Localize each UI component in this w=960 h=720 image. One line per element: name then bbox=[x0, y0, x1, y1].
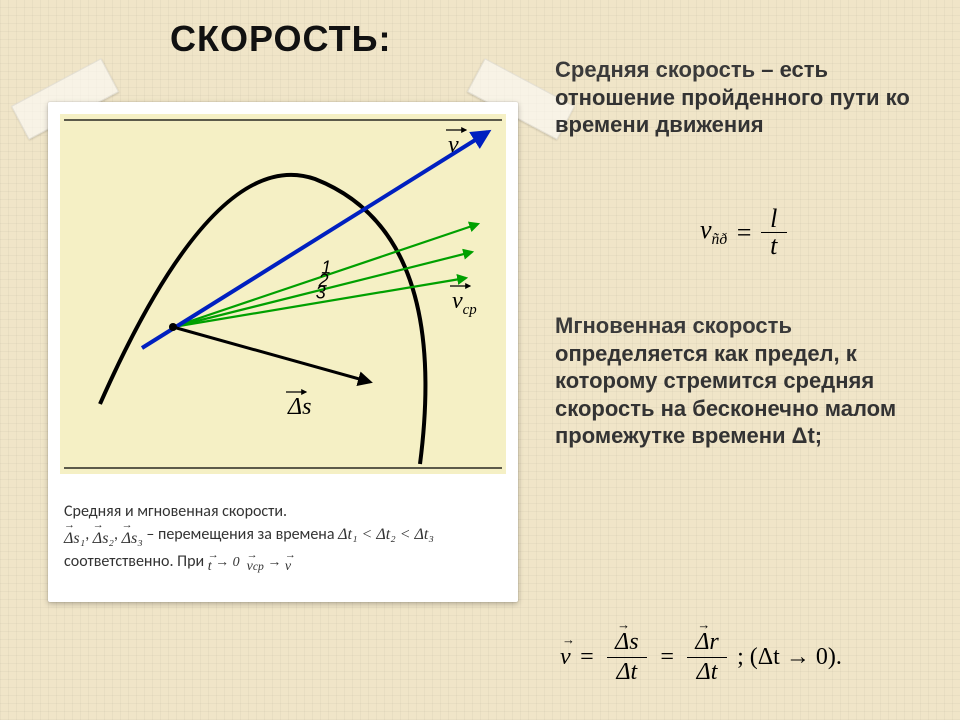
inst-velocity-term: Мгновенная скорость bbox=[555, 313, 792, 338]
svg-text:3: 3 bbox=[316, 282, 326, 302]
inst-velocity-formula: →v=→ΔsΔt=→ΔrΔt; (Δt → 0). bbox=[560, 630, 940, 685]
velocity-diagram: 123vvcpΔs bbox=[60, 114, 506, 474]
figure-panel: 123vvcpΔs Средняя и мгновенная скорости.… bbox=[48, 102, 518, 602]
figure-caption: Средняя и мгновенная скорости.→Δs₁, →Δs₂… bbox=[64, 500, 502, 578]
page-title: СКОРОСТЬ: bbox=[170, 18, 530, 60]
inst-velocity-definition: Мгновенная скорость определяется как пре… bbox=[555, 312, 925, 450]
avg-velocity-definition: Средняя скорость – есть отношение пройде… bbox=[555, 56, 925, 139]
avg-velocity-formula: vñð=lt bbox=[700, 206, 900, 259]
svg-text:Δs: Δs bbox=[287, 394, 311, 420]
avg-velocity-term: Средняя скорость bbox=[555, 57, 755, 82]
svg-text:v: v bbox=[448, 132, 459, 158]
inst-velocity-rest: определяется как предел, к которому стре… bbox=[555, 341, 896, 449]
